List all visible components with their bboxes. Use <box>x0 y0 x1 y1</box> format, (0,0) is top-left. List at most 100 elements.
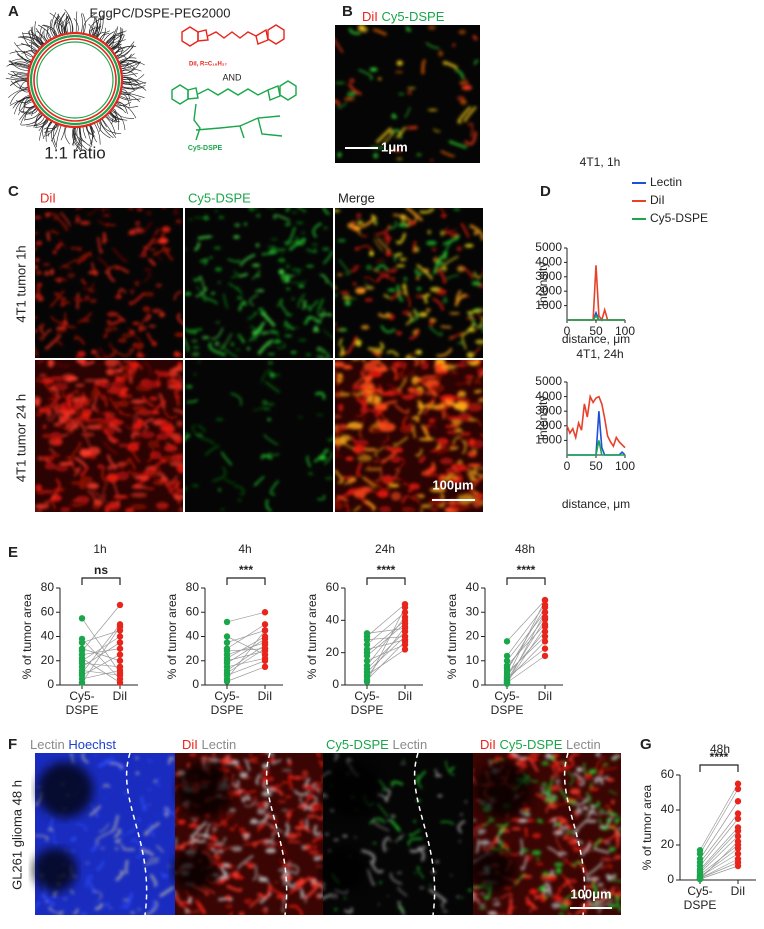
vessel <box>377 487 391 493</box>
x-tick-label: Cy5-DSPE <box>684 884 717 912</box>
pair-line <box>699 862 739 879</box>
signal <box>291 211 298 214</box>
dark-region <box>321 848 365 892</box>
signal <box>35 396 42 404</box>
signal <box>467 450 477 458</box>
vessel <box>230 270 239 279</box>
signal <box>67 272 76 279</box>
signal <box>342 365 353 370</box>
signal <box>357 454 373 462</box>
signal <box>600 857 611 860</box>
vessel <box>120 457 132 470</box>
pair-line <box>226 644 266 671</box>
signal <box>473 886 479 890</box>
signal <box>35 215 42 220</box>
vessel <box>257 822 268 832</box>
y-tick-label: 60 <box>186 604 200 618</box>
vessel <box>144 900 158 915</box>
label-line: Cy5- <box>214 689 239 703</box>
signal <box>69 247 79 250</box>
signal <box>535 863 544 866</box>
vessel <box>321 274 333 287</box>
signal <box>445 430 460 435</box>
vessel <box>601 864 613 870</box>
vessel <box>239 253 256 267</box>
signal <box>416 153 422 156</box>
signal <box>69 753 73 755</box>
vessel <box>415 448 423 457</box>
vessel <box>241 796 247 804</box>
vessel <box>413 308 417 317</box>
signal <box>138 254 148 258</box>
vessel <box>440 213 447 218</box>
vessel <box>381 434 389 444</box>
vessel <box>225 754 231 758</box>
signal <box>151 308 162 313</box>
vessel <box>473 59 480 65</box>
signal <box>192 277 200 283</box>
dot <box>401 609 409 616</box>
y-tick-label: 0 <box>667 872 674 886</box>
signal <box>140 431 155 439</box>
signal <box>44 462 56 470</box>
signal <box>47 360 55 368</box>
peg-chain <box>13 42 35 59</box>
signal <box>70 819 73 823</box>
x-tick-label: DiI <box>731 884 746 898</box>
vessel <box>143 417 155 429</box>
vessel <box>96 352 99 358</box>
vessel <box>357 245 373 252</box>
signal <box>426 308 431 313</box>
vessel <box>313 824 322 836</box>
vessel <box>52 387 59 398</box>
vessel <box>367 341 385 351</box>
signal <box>335 501 343 511</box>
y-tick-label: 60 <box>41 604 55 618</box>
vessel <box>140 796 147 810</box>
vessel <box>512 753 527 759</box>
signal <box>430 383 445 393</box>
signal <box>550 763 560 769</box>
vessel <box>279 859 294 870</box>
signal <box>79 449 92 457</box>
dot <box>734 850 742 857</box>
vessel <box>323 882 326 891</box>
series-line <box>567 314 625 321</box>
vessel <box>159 886 175 898</box>
signal <box>302 770 309 777</box>
signal <box>215 418 224 421</box>
vessel <box>49 289 66 308</box>
dot <box>116 657 124 664</box>
dot <box>696 875 704 883</box>
vessel <box>243 758 251 772</box>
signal <box>122 364 134 371</box>
vessel <box>133 412 140 423</box>
signal <box>415 349 422 355</box>
signal <box>155 283 163 288</box>
signal <box>356 289 363 292</box>
pair-line <box>699 841 739 880</box>
vessel <box>607 874 616 882</box>
pair-line <box>366 649 406 676</box>
vessel <box>174 208 179 215</box>
vessel <box>36 282 43 297</box>
signal <box>516 762 523 767</box>
vessel <box>409 845 427 854</box>
signal <box>390 455 401 464</box>
vessel <box>258 874 270 884</box>
vessel <box>216 872 234 885</box>
dark-region <box>173 848 217 892</box>
vessel <box>313 448 329 463</box>
vessel <box>384 788 391 802</box>
signal <box>335 328 344 331</box>
vessel <box>585 861 603 877</box>
signal <box>225 895 232 901</box>
signal <box>148 788 151 791</box>
signal <box>71 499 79 503</box>
signal <box>477 828 487 834</box>
y-axis-label: Intensity <box>536 396 550 441</box>
chart-title: 4T1, 24h <box>576 347 623 361</box>
vessel <box>398 456 406 469</box>
vessel <box>307 471 314 476</box>
vessel <box>143 361 151 376</box>
